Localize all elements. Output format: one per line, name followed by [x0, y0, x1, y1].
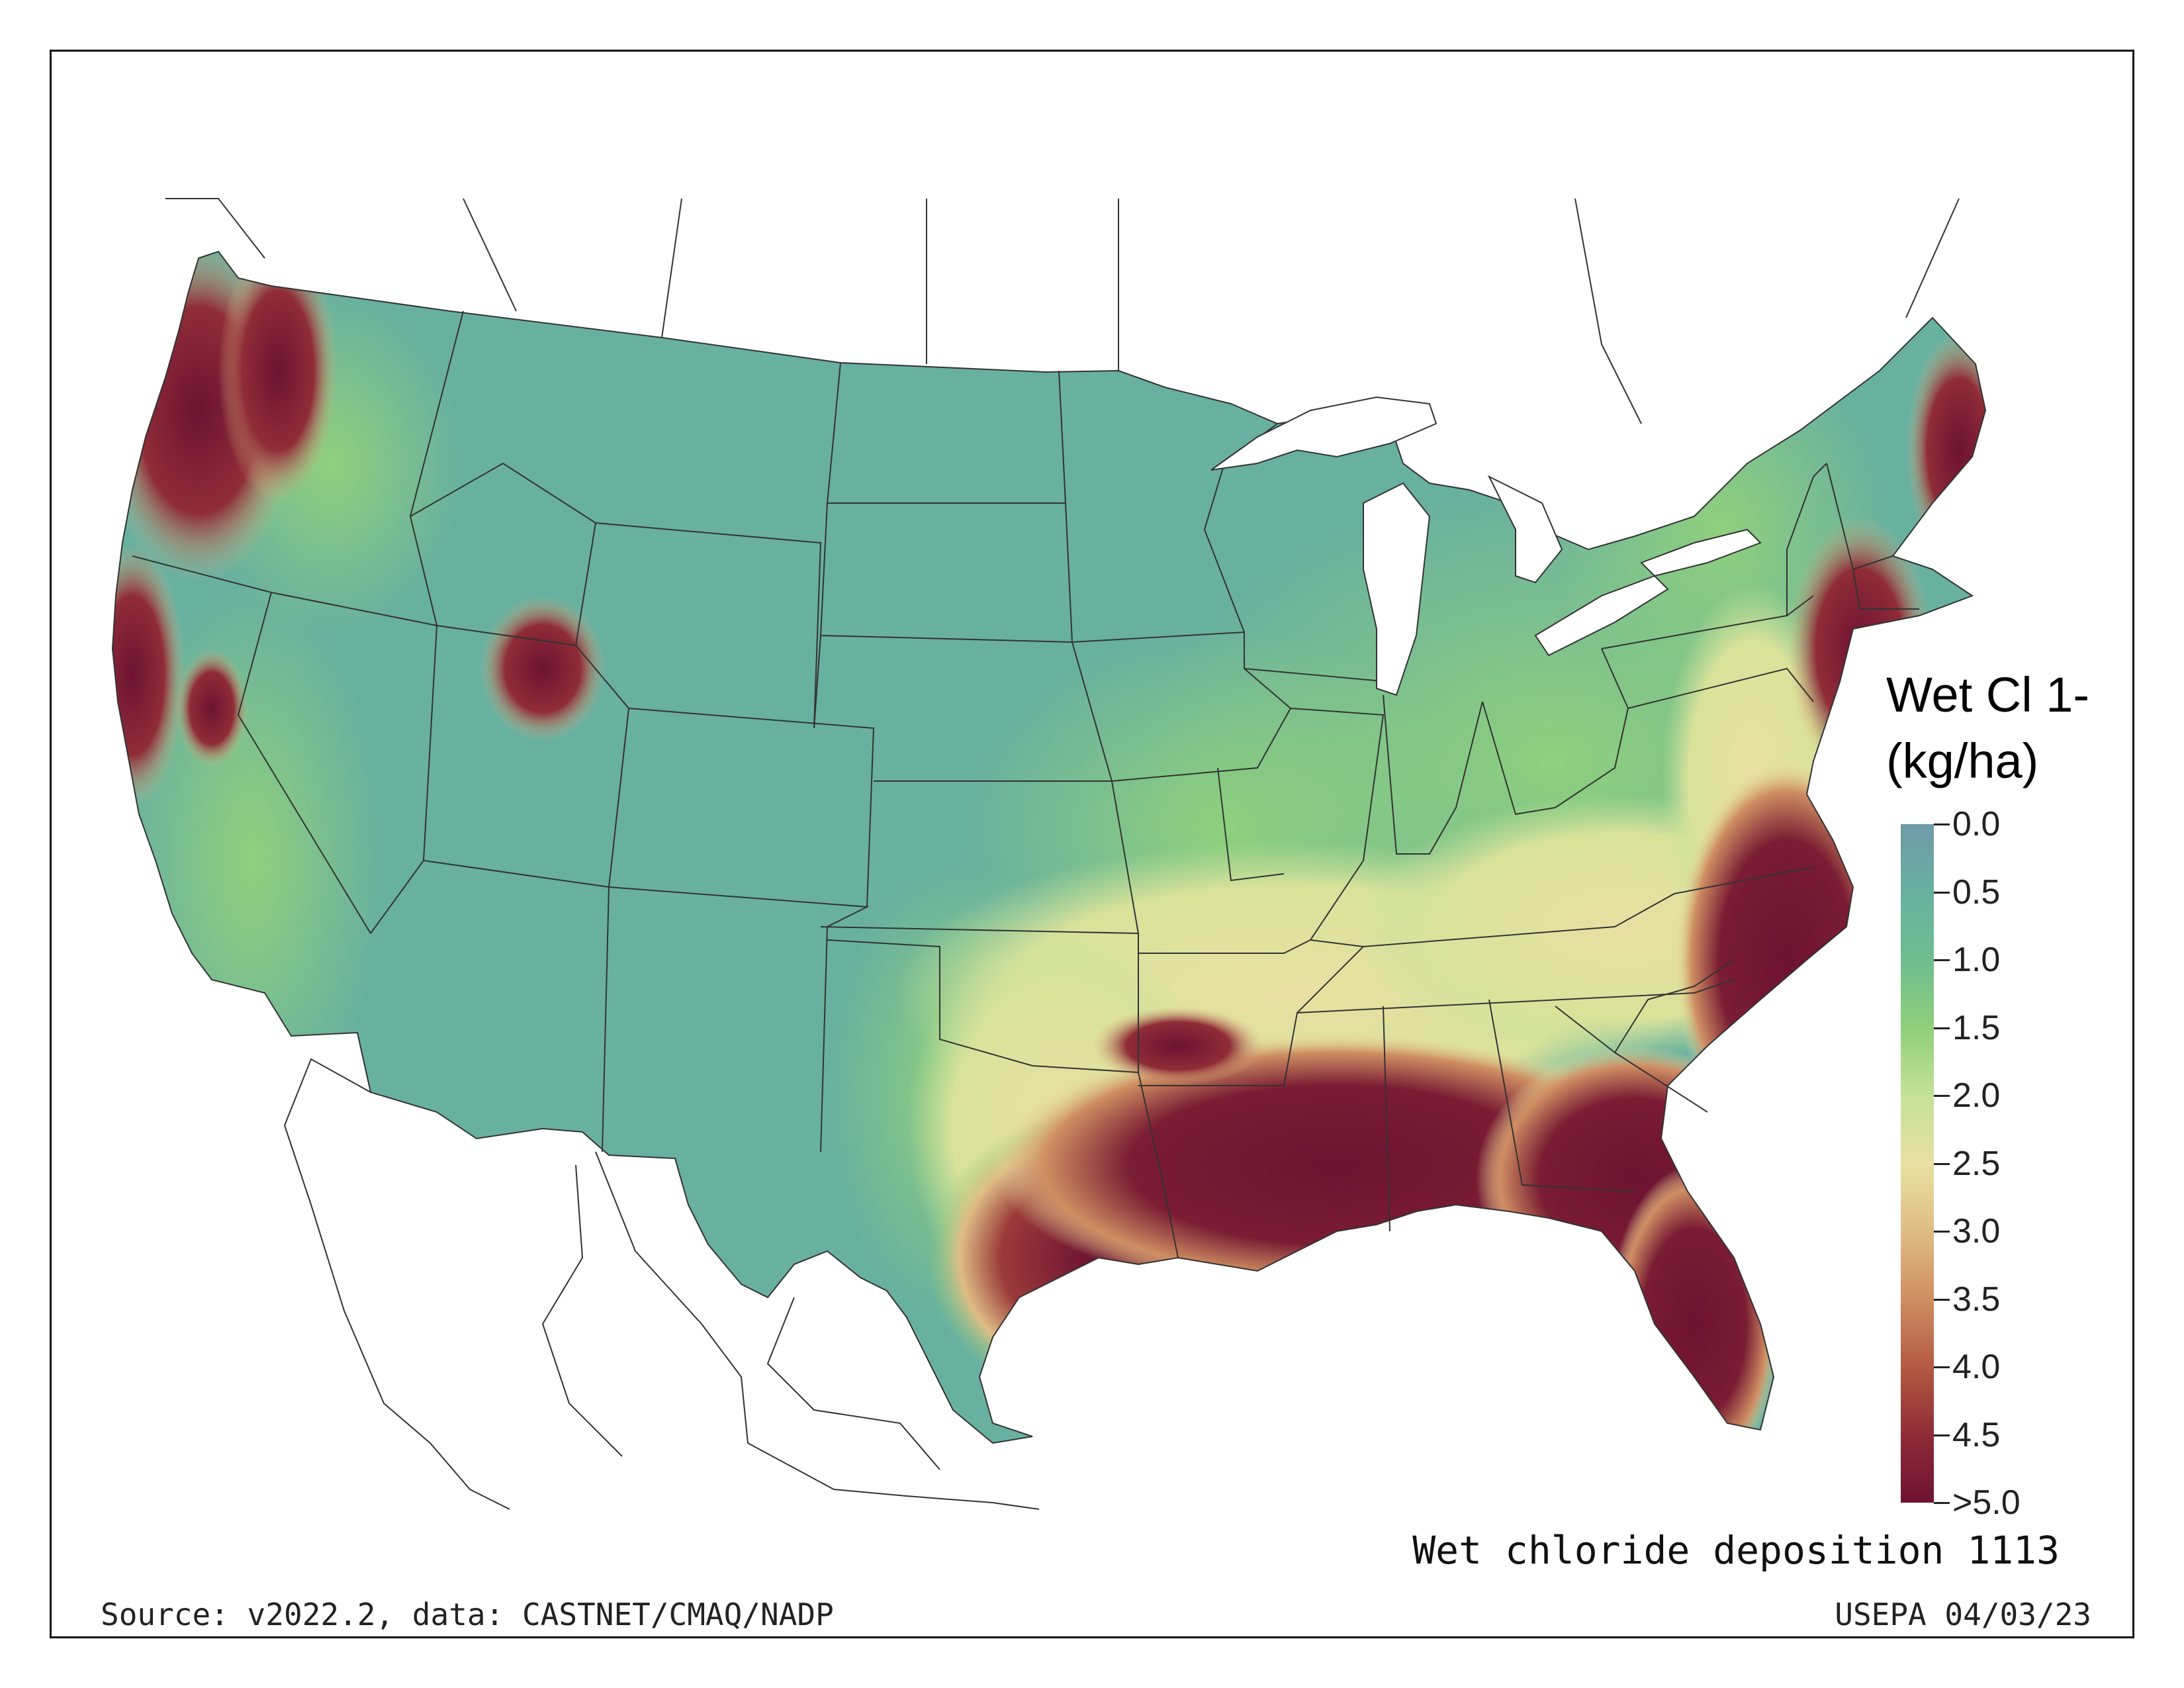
legend-title-line1: Wet Cl 1- — [1886, 667, 2090, 722]
legend-title: Wet Cl 1- (kg/ha) — [1886, 662, 2089, 794]
legend-tick — [1934, 1298, 1950, 1301]
legend-tick-label: 1.0 — [1952, 941, 2001, 979]
legend-tick-label: 2.0 — [1952, 1076, 2001, 1115]
legend-tick — [1934, 959, 1950, 961]
great-lakes — [1210, 396, 1762, 696]
legend-colorbar — [1901, 824, 1934, 1503]
legend-tick-label: 3.5 — [1952, 1280, 2001, 1319]
legend-tick — [1934, 1366, 1950, 1368]
legend-tick — [1934, 1027, 1950, 1029]
map-title: Wet chloride deposition 1113 — [1412, 1528, 2060, 1573]
legend-title-line2: (kg/ha) — [1886, 733, 2039, 788]
legend-tick — [1934, 891, 1950, 894]
legend-tick — [1934, 1162, 1950, 1165]
legend-tick-label: 3.0 — [1952, 1212, 2001, 1250]
legend-tick — [1934, 1502, 1950, 1504]
legend-tick — [1934, 1434, 1950, 1436]
legend-tick — [1934, 1095, 1950, 1097]
legend-tick-label: 0.5 — [1952, 872, 2001, 912]
legend-tick-label: 4.0 — [1952, 1348, 2001, 1386]
agency-date: USEPA 04/03/23 — [1835, 1597, 2091, 1632]
legend-tick — [1934, 823, 1950, 825]
legend-tick — [1934, 1231, 1950, 1233]
legend-tick-label: 0.0 — [1952, 805, 2001, 843]
legend-tick-label: >5.0 — [1952, 1483, 2021, 1522]
legend-tick-label: 2.5 — [1952, 1144, 2001, 1183]
legend-tick-label: 4.5 — [1952, 1415, 2001, 1454]
legend-tick-label: 1.5 — [1952, 1008, 2001, 1047]
neighbor-outlines — [165, 198, 1960, 1510]
source-note: Source: v2022.2, data: CASTNET/CMAQ/NADP — [101, 1597, 834, 1632]
